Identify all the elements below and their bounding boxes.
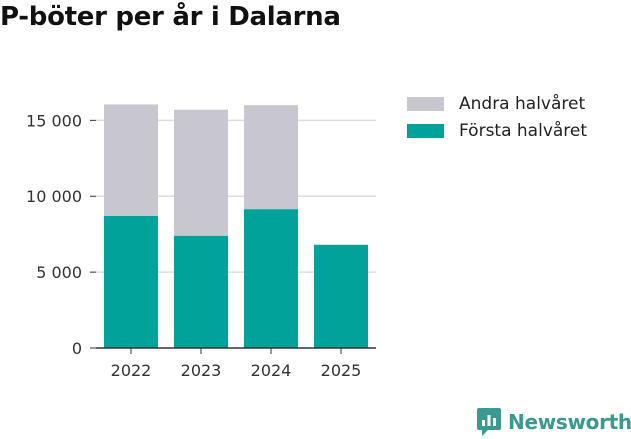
x-tick-label: 2022 bbox=[111, 361, 152, 380]
legend-label-second-half: Andra halvåret bbox=[459, 93, 586, 114]
y-tick-label: 5 000 bbox=[36, 263, 82, 282]
legend-swatch-first-half bbox=[407, 123, 444, 138]
newsworthy-logo-icon bbox=[477, 408, 501, 436]
legend: Andra halvåret Första halvåret bbox=[407, 90, 587, 144]
brand-name: Newsworthy bbox=[508, 410, 631, 434]
brand[interactable]: Newsworthy bbox=[476, 407, 631, 437]
legend-item-second-half: Andra halvåret bbox=[407, 90, 587, 117]
y-tick-label: 10 000 bbox=[26, 187, 82, 206]
bar-first-half bbox=[174, 235, 228, 348]
bar-second-half bbox=[104, 104, 158, 216]
bar-first-half bbox=[104, 215, 158, 348]
legend-swatch-second-half bbox=[407, 96, 444, 111]
x-tick-label: 2023 bbox=[181, 361, 222, 380]
legend-label-first-half: Första halvåret bbox=[459, 120, 588, 141]
bar-second-half bbox=[174, 109, 228, 236]
bar-first-half bbox=[244, 209, 298, 348]
bar-second-half bbox=[244, 105, 298, 210]
legend-item-first-half: Första halvåret bbox=[407, 117, 587, 144]
y-tick-label: 0 bbox=[72, 339, 82, 358]
x-tick-label: 2024 bbox=[251, 361, 292, 380]
y-tick-label: 15 000 bbox=[26, 111, 82, 130]
chart-title: P-böter per år i Dalarna bbox=[0, 2, 341, 32]
bar-first-half bbox=[314, 244, 368, 348]
x-tick-label: 2025 bbox=[321, 361, 362, 380]
